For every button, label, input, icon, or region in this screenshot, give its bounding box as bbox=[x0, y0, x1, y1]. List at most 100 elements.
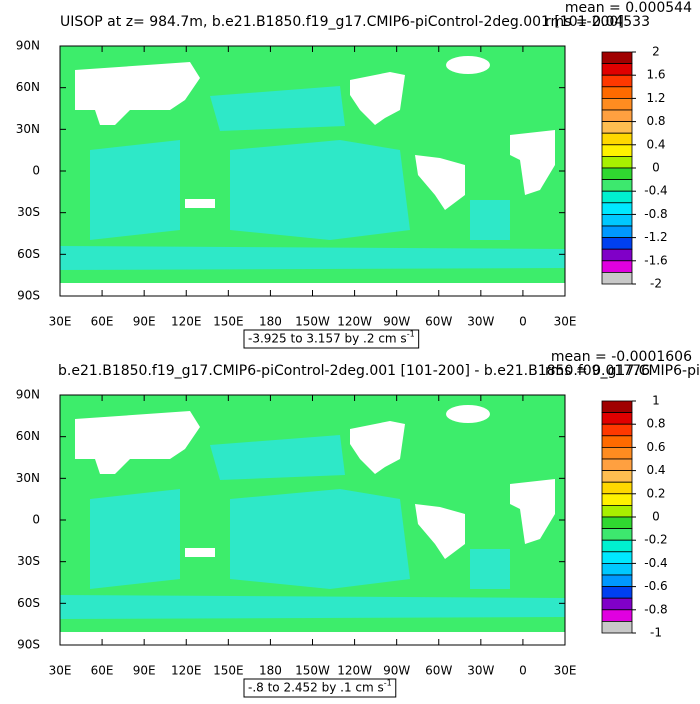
y-tick-label: 0 bbox=[32, 513, 40, 527]
x-tick-label: 90W bbox=[383, 664, 410, 678]
panel-title: b.e21.B1850.f19_g17.CMIP6-piControl-2deg… bbox=[58, 363, 700, 379]
colorbar-box bbox=[601, 132, 633, 146]
colorbar-box bbox=[601, 51, 633, 65]
colorbar-box bbox=[601, 528, 633, 541]
colorbar-box bbox=[601, 225, 633, 239]
colorbar-box bbox=[601, 190, 633, 204]
y-tick-label: 30S bbox=[17, 205, 40, 219]
range-exponent: -1 bbox=[384, 679, 392, 688]
colorbar-label: 0 bbox=[652, 510, 660, 524]
x-tick-label: 0 bbox=[519, 315, 527, 329]
colorbar-box bbox=[601, 167, 633, 181]
colorbar-box bbox=[601, 446, 633, 460]
colorbar-box bbox=[601, 539, 633, 553]
colorbar-label: -0.4 bbox=[644, 184, 667, 198]
stat-mean: mean = -0.0001606 bbox=[551, 349, 692, 365]
range-box bbox=[243, 329, 420, 349]
x-tick-label: 150E bbox=[213, 315, 244, 329]
colorbar-box bbox=[601, 609, 633, 622]
x-tick-label: 90E bbox=[133, 664, 156, 678]
x-tick-label: 180 bbox=[259, 315, 282, 329]
colorbar-box bbox=[601, 74, 633, 88]
colorbar-box bbox=[601, 179, 633, 192]
colorbar-box bbox=[601, 597, 633, 611]
colorbar-box bbox=[601, 144, 633, 157]
y-tick-label: 90N bbox=[16, 388, 40, 402]
x-tick-label: 30E bbox=[554, 315, 577, 329]
colorbar-box bbox=[601, 271, 633, 285]
colorbar-label: -0.6 bbox=[644, 579, 667, 593]
colorbar-box bbox=[601, 423, 633, 437]
colorbar-box bbox=[601, 202, 633, 215]
y-tick-label: 30N bbox=[16, 471, 40, 485]
colorbar-box bbox=[601, 493, 633, 506]
colorbar-label: -0.2 bbox=[644, 533, 667, 547]
colorbar-box bbox=[601, 109, 633, 123]
colorbar-label: 0.6 bbox=[646, 440, 665, 454]
x-tick-label: 90W bbox=[383, 315, 410, 329]
colorbar-label: 1.2 bbox=[646, 91, 665, 105]
colorbar-box bbox=[601, 155, 633, 169]
stat-mean: mean = 0.000544 bbox=[565, 0, 692, 16]
x-tick-label: 120W bbox=[337, 664, 372, 678]
colorbar-box bbox=[601, 621, 633, 634]
colorbar-box bbox=[601, 260, 633, 273]
colorbar-box bbox=[601, 551, 633, 564]
colorbar-label: -0.8 bbox=[644, 602, 667, 616]
x-tick-label: 0 bbox=[519, 664, 527, 678]
colorbar-box bbox=[601, 412, 633, 425]
colorbar-label: 0 bbox=[652, 161, 660, 175]
y-tick-label: 60N bbox=[16, 429, 40, 443]
x-tick-label: 120E bbox=[171, 315, 202, 329]
field-map bbox=[60, 46, 565, 296]
colorbar-label: 0.8 bbox=[646, 417, 665, 431]
stat-rms: rms = 0.04533 bbox=[545, 14, 650, 30]
colorbar-box bbox=[601, 121, 633, 134]
colorbar-box bbox=[601, 470, 633, 483]
y-tick-label: 0 bbox=[32, 164, 40, 178]
colorbar-box bbox=[601, 504, 633, 518]
panel-title: UISOP at z= 984.7m, b.e21.B1850.f19_g17.… bbox=[60, 14, 624, 30]
colorbar-label: 0.2 bbox=[646, 486, 665, 500]
colorbar-box bbox=[601, 86, 633, 99]
colorbar-label: -1.2 bbox=[644, 230, 667, 244]
x-tick-label: 60W bbox=[425, 315, 452, 329]
colorbar-box bbox=[601, 237, 633, 250]
colorbar-label: 0.4 bbox=[646, 463, 665, 477]
colorbar-label: 1 bbox=[652, 394, 660, 408]
x-tick-label: 180 bbox=[259, 664, 282, 678]
y-tick-label: 30N bbox=[16, 122, 40, 136]
colorbar-box bbox=[601, 400, 633, 414]
x-tick-label: 90E bbox=[133, 315, 156, 329]
colorbar-box bbox=[601, 98, 633, 111]
colorbar-label: -2 bbox=[650, 277, 662, 291]
y-tick-label: 60S bbox=[17, 247, 40, 261]
y-tick-label: 60N bbox=[16, 80, 40, 94]
x-tick-label: 150W bbox=[295, 315, 330, 329]
y-tick-label: 90S bbox=[17, 289, 40, 303]
x-tick-label: 120E bbox=[171, 664, 202, 678]
colorbar-box bbox=[601, 213, 633, 227]
x-tick-label: 30E bbox=[49, 664, 72, 678]
x-tick-label: 30E bbox=[554, 664, 577, 678]
range-exponent: -1 bbox=[407, 330, 415, 339]
colorbar-label: 1.6 bbox=[646, 68, 665, 82]
x-tick-label: 150W bbox=[295, 664, 330, 678]
colorbar-box bbox=[601, 458, 633, 472]
colorbar-box bbox=[601, 63, 633, 76]
colorbar-label: -1.6 bbox=[644, 253, 667, 267]
stat-rms: rms = 0.01776 bbox=[545, 363, 650, 379]
colorbar-box bbox=[601, 481, 633, 495]
x-tick-label: 150E bbox=[213, 664, 244, 678]
y-tick-label: 60S bbox=[17, 596, 40, 610]
colorbar-label: 0.8 bbox=[646, 114, 665, 128]
x-tick-label: 30W bbox=[467, 315, 494, 329]
colorbar-label: -0.4 bbox=[644, 556, 667, 570]
colorbar-label: -0.8 bbox=[644, 207, 667, 221]
y-tick-label: 30S bbox=[17, 554, 40, 568]
x-tick-label: 30E bbox=[49, 315, 72, 329]
x-tick-label: 120W bbox=[337, 315, 372, 329]
x-tick-label: 30W bbox=[467, 664, 494, 678]
x-tick-label: 60E bbox=[91, 664, 114, 678]
